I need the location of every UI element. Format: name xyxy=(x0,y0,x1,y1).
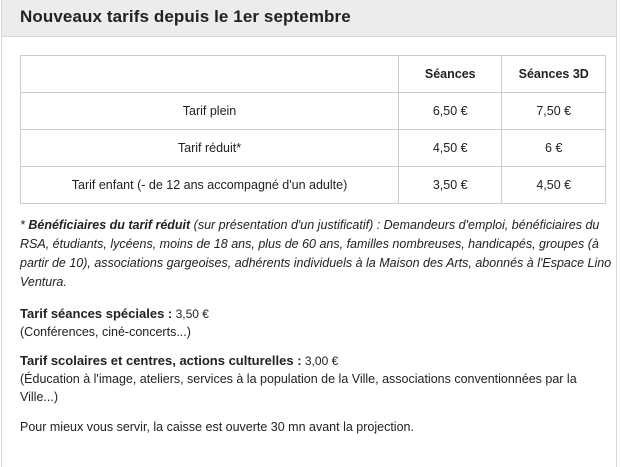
price-seances-3d: 6 € xyxy=(501,129,606,167)
special-rate-detail: (Conférences, ciné-concerts...) xyxy=(20,325,191,339)
school-rate-block: Tarif scolaires et centres, actions cult… xyxy=(20,352,614,406)
school-rate-label: Tarif scolaires et centres, actions cult… xyxy=(20,353,302,368)
tarifs-table: Séances Séances 3D Tarif plein 6,50 € 7,… xyxy=(20,55,606,204)
row-label: Tarif réduit* xyxy=(20,129,399,167)
reduced-rate-note: * Bénéficiaires du tarif réduit (sur pré… xyxy=(20,216,612,292)
row-label: Tarif plein xyxy=(20,92,399,130)
column-header-seances: Séances xyxy=(397,55,503,93)
table-row: Tarif réduit* 4,50 € 6 € xyxy=(20,129,606,167)
price-seances-3d: 7,50 € xyxy=(501,92,606,130)
column-header-empty xyxy=(20,55,399,93)
box-office-note: Pour mieux vous servir, la caisse est ou… xyxy=(20,420,414,434)
note-text: (sur présentation d'un justificatif) : D… xyxy=(20,218,612,289)
special-rate-block: Tarif séances spéciales : 3,50 € (Confér… xyxy=(20,305,614,341)
page-title: Nouveaux tarifs depuis le 1er septembre xyxy=(20,7,351,26)
panel-header: Nouveaux tarifs depuis le 1er septembre xyxy=(2,0,616,37)
special-rate-label: Tarif séances spéciales : xyxy=(20,306,173,321)
price-seances: 3,50 € xyxy=(397,166,503,204)
special-rate-value: 3,50 € xyxy=(172,307,209,321)
price-seances-3d: 4,50 € xyxy=(501,166,606,204)
table-header-row: Séances Séances 3D xyxy=(20,55,606,93)
table-row: Tarif enfant (- de 12 ans accompagné d'u… xyxy=(20,166,606,204)
price-seances: 6,50 € xyxy=(397,92,503,130)
school-rate-detail: (Éducation à l'image, ateliers, services… xyxy=(20,372,577,404)
price-seances: 4,50 € xyxy=(397,129,503,167)
school-rate-value: 3,00 € xyxy=(301,354,339,368)
table-row: Tarif plein 6,50 € 7,50 € xyxy=(20,92,606,130)
note-prefix: * xyxy=(20,218,29,232)
row-label: Tarif enfant (- de 12 ans accompagné d'u… xyxy=(20,166,399,204)
column-header-seances-3d: Séances 3D xyxy=(501,55,606,93)
note-bold-title: Bénéficiaires du tarif réduit xyxy=(28,218,191,232)
